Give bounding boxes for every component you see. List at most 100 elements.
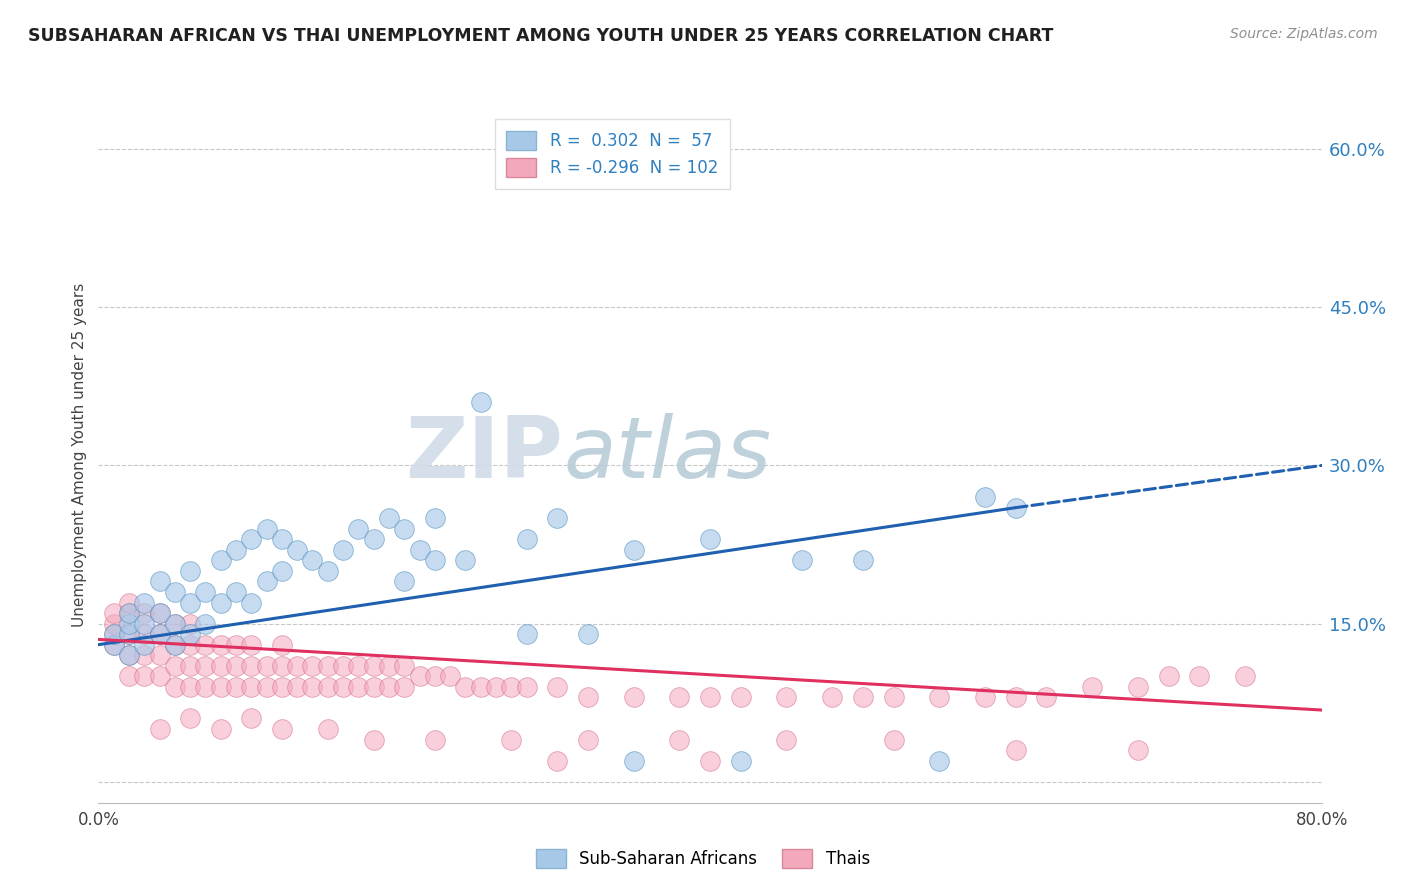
Point — [134, 606, 156, 620]
Point — [225, 638, 247, 652]
Point — [179, 564, 201, 578]
Point — [240, 711, 263, 725]
Point — [378, 680, 401, 694]
Y-axis label: Unemployment Among Youth under 25 years: Unemployment Among Youth under 25 years — [72, 283, 87, 627]
Point — [576, 627, 599, 641]
Point — [118, 648, 141, 663]
Point — [576, 732, 599, 747]
Point — [163, 585, 186, 599]
Point — [928, 754, 950, 768]
Point — [974, 490, 997, 504]
Point — [347, 658, 370, 673]
Point — [194, 658, 217, 673]
Point — [240, 638, 263, 652]
Point — [163, 658, 186, 673]
Point — [623, 690, 645, 705]
Point — [1004, 743, 1026, 757]
Point — [179, 595, 201, 609]
Point — [103, 627, 125, 641]
Point — [134, 648, 156, 663]
Point — [363, 680, 385, 694]
Point — [1004, 500, 1026, 515]
Point — [209, 680, 232, 694]
Point — [485, 680, 508, 694]
Point — [775, 690, 797, 705]
Point — [209, 595, 232, 609]
Point — [149, 606, 172, 620]
Point — [332, 658, 354, 673]
Point — [516, 680, 538, 694]
Point — [149, 627, 172, 641]
Point — [163, 638, 186, 652]
Point — [928, 690, 950, 705]
Point — [270, 533, 292, 547]
Point — [285, 658, 308, 673]
Point — [516, 533, 538, 547]
Point — [163, 680, 186, 694]
Point — [103, 638, 125, 652]
Point — [1157, 669, 1180, 683]
Point — [179, 711, 201, 725]
Point — [423, 511, 446, 525]
Point — [392, 680, 416, 694]
Point — [209, 658, 232, 673]
Point — [256, 680, 278, 694]
Point — [163, 638, 186, 652]
Point — [179, 658, 201, 673]
Point — [163, 616, 186, 631]
Point — [408, 669, 430, 683]
Point — [270, 722, 292, 736]
Point — [103, 616, 125, 631]
Point — [134, 627, 156, 641]
Point — [668, 732, 690, 747]
Point — [225, 585, 247, 599]
Point — [256, 658, 278, 673]
Point — [209, 722, 232, 736]
Point — [240, 595, 263, 609]
Point — [194, 680, 217, 694]
Point — [332, 680, 354, 694]
Point — [1081, 680, 1104, 694]
Point — [1128, 743, 1150, 757]
Point — [285, 542, 308, 557]
Point — [454, 553, 477, 567]
Point — [270, 680, 292, 694]
Point — [179, 638, 201, 652]
Point — [149, 669, 172, 683]
Point — [1035, 690, 1057, 705]
Point — [392, 658, 416, 673]
Point — [730, 690, 752, 705]
Point — [194, 616, 217, 631]
Point — [179, 616, 201, 631]
Point — [423, 553, 446, 567]
Point — [392, 574, 416, 589]
Point — [149, 606, 172, 620]
Point — [392, 522, 416, 536]
Legend: R =  0.302  N =  57, R = -0.296  N = 102: R = 0.302 N = 57, R = -0.296 N = 102 — [495, 119, 730, 189]
Point — [225, 542, 247, 557]
Point — [134, 595, 156, 609]
Point — [270, 564, 292, 578]
Point — [470, 395, 492, 409]
Point — [270, 638, 292, 652]
Point — [118, 606, 141, 620]
Point — [225, 658, 247, 673]
Point — [576, 690, 599, 705]
Point — [225, 680, 247, 694]
Point — [363, 732, 385, 747]
Point — [149, 627, 172, 641]
Point — [103, 627, 125, 641]
Point — [363, 658, 385, 673]
Point — [546, 754, 568, 768]
Point — [240, 533, 263, 547]
Point — [546, 680, 568, 694]
Point — [332, 542, 354, 557]
Point — [256, 522, 278, 536]
Point — [256, 574, 278, 589]
Point — [501, 680, 523, 694]
Point — [699, 754, 721, 768]
Legend: Sub-Saharan Africans, Thais: Sub-Saharan Africans, Thais — [530, 842, 876, 875]
Point — [883, 732, 905, 747]
Point — [470, 680, 492, 694]
Point — [821, 690, 844, 705]
